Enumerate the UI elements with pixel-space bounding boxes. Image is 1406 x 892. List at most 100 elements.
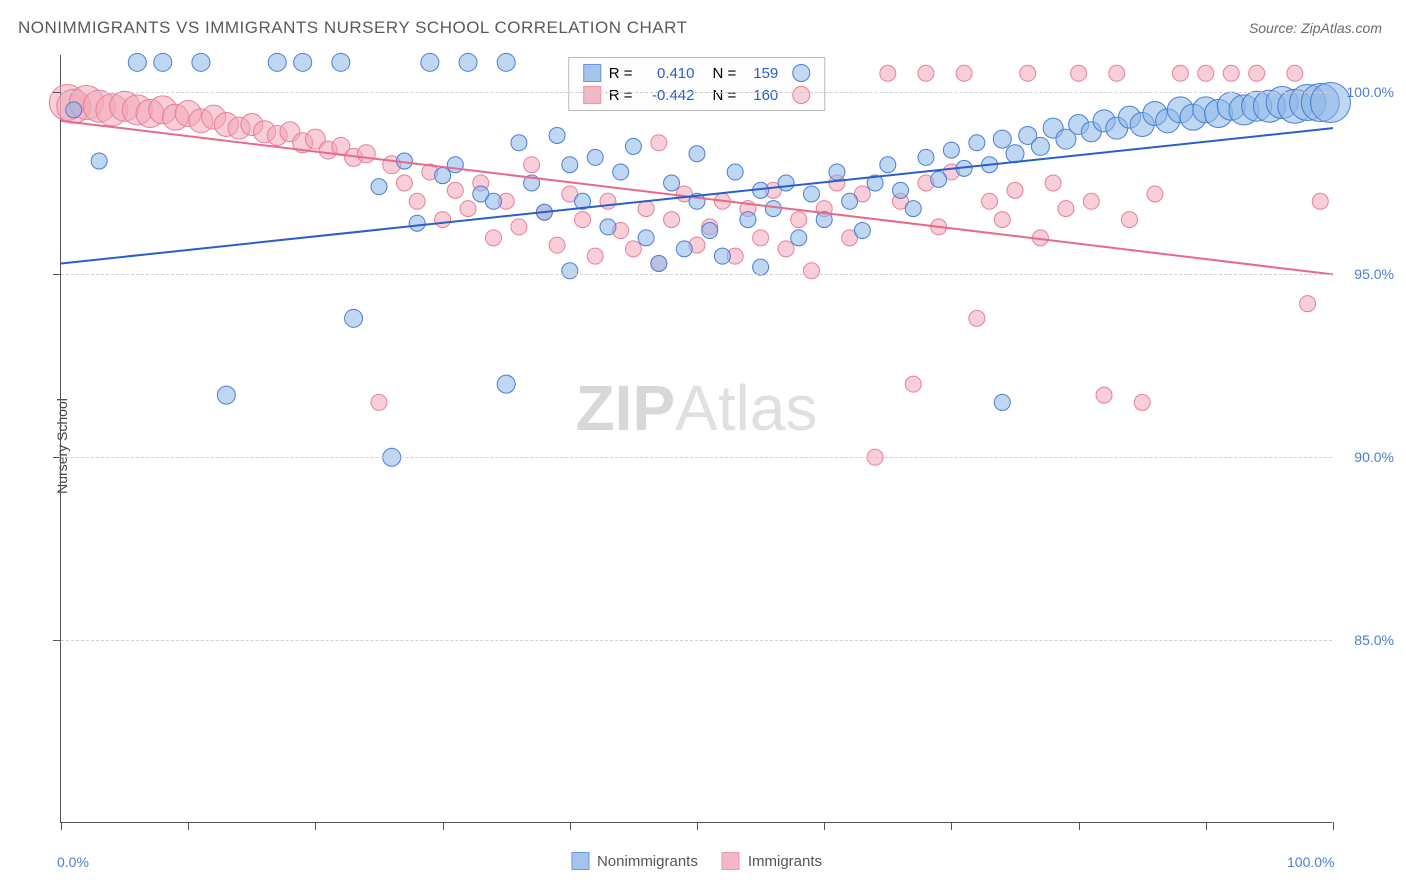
data-point <box>765 201 781 217</box>
data-point <box>1249 65 1265 81</box>
data-point <box>1083 193 1099 209</box>
data-point <box>524 157 540 173</box>
data-point <box>803 263 819 279</box>
data-point <box>409 193 425 209</box>
data-point <box>664 175 680 191</box>
chart-container: NONIMMIGRANTS VS IMMIGRANTS NURSERY SCHO… <box>0 0 1406 892</box>
data-point <box>651 255 667 271</box>
data-point <box>753 230 769 246</box>
x-tick <box>570 822 571 830</box>
data-point <box>549 237 565 253</box>
data-point <box>791 230 807 246</box>
data-point <box>1096 387 1112 403</box>
series-legend: Nonimmigrants Immigrants <box>571 852 822 870</box>
data-point <box>778 175 794 191</box>
data-point <box>1312 193 1328 209</box>
x-tick <box>61 822 62 830</box>
legend-r-label: R = <box>609 65 633 82</box>
data-point <box>371 394 387 410</box>
legend-square-pink <box>583 86 601 104</box>
data-point <box>689 146 705 162</box>
x-tick <box>443 822 444 830</box>
data-point <box>371 179 387 195</box>
data-point <box>1134 394 1150 410</box>
data-point <box>485 230 501 246</box>
data-point <box>600 219 616 235</box>
x-tick <box>1079 822 1080 830</box>
legend-swatch-pink <box>722 852 740 870</box>
source-label: Source: ZipAtlas.com <box>1249 20 1382 36</box>
data-point <box>460 201 476 217</box>
data-point <box>1147 186 1163 202</box>
data-point <box>1020 65 1036 81</box>
data-point <box>1287 65 1303 81</box>
data-point <box>803 186 819 202</box>
legend-r-value-blue: 0.410 <box>641 65 695 82</box>
data-point <box>562 263 578 279</box>
data-point <box>447 182 463 198</box>
data-point <box>880 157 896 173</box>
y-tick-label: 100.0% <box>1347 84 1394 100</box>
data-point <box>714 248 730 264</box>
data-point <box>905 376 921 392</box>
data-point <box>638 201 654 217</box>
data-point <box>791 212 807 228</box>
data-point <box>562 157 578 173</box>
data-point <box>905 201 921 217</box>
gridline-h <box>61 274 1332 275</box>
data-point <box>993 130 1011 148</box>
data-point <box>587 149 603 165</box>
data-point <box>497 375 515 393</box>
x-tick-label: 100.0% <box>1287 854 1334 870</box>
data-point <box>332 53 350 71</box>
data-point <box>435 212 451 228</box>
data-point <box>613 164 629 180</box>
data-point <box>217 386 235 404</box>
data-point <box>154 53 172 71</box>
data-point <box>421 53 439 71</box>
data-point <box>511 135 527 151</box>
gridline-h <box>61 92 1332 93</box>
data-point <box>1045 175 1061 191</box>
scatter-plot-svg <box>61 55 1332 822</box>
data-point <box>345 309 363 327</box>
data-point <box>497 53 515 71</box>
x-tick <box>951 822 952 830</box>
legend-item-immigrants: Immigrants <box>722 852 822 870</box>
data-point <box>664 212 680 228</box>
legend-square-blue <box>583 64 601 82</box>
legend-r-label2: R = <box>609 87 633 104</box>
data-point <box>778 241 794 257</box>
data-point <box>982 193 998 209</box>
legend-circle-pink <box>792 86 810 104</box>
plot-area: ZIPAtlas R = 0.410 N = 159 R = -0.442 N … <box>60 55 1332 823</box>
legend-n-value-pink: 160 <box>744 87 778 104</box>
data-point <box>485 193 501 209</box>
data-point <box>1006 145 1024 163</box>
data-point <box>1031 137 1049 155</box>
x-tick <box>188 822 189 830</box>
legend-label-immigrants: Immigrants <box>748 853 822 870</box>
data-point <box>1109 65 1125 81</box>
data-point <box>1121 212 1137 228</box>
data-point <box>268 53 286 71</box>
data-point <box>702 223 718 239</box>
data-point <box>1007 182 1023 198</box>
data-point <box>880 65 896 81</box>
data-point <box>549 127 565 143</box>
legend-r-value-pink: -0.442 <box>641 87 695 104</box>
data-point <box>1223 65 1239 81</box>
data-point <box>651 135 667 151</box>
data-point <box>625 138 641 154</box>
data-point <box>753 259 769 275</box>
stats-legend: R = 0.410 N = 159 R = -0.442 N = 160 <box>568 57 826 111</box>
legend-circle-blue <box>792 64 810 82</box>
data-point <box>192 53 210 71</box>
data-point <box>842 193 858 209</box>
data-point <box>128 53 146 71</box>
legend-row-nonimmigrants: R = 0.410 N = 159 <box>583 62 811 84</box>
x-tick <box>315 822 316 830</box>
gridline-h <box>61 640 1332 641</box>
data-point <box>994 394 1010 410</box>
x-tick <box>1206 822 1207 830</box>
